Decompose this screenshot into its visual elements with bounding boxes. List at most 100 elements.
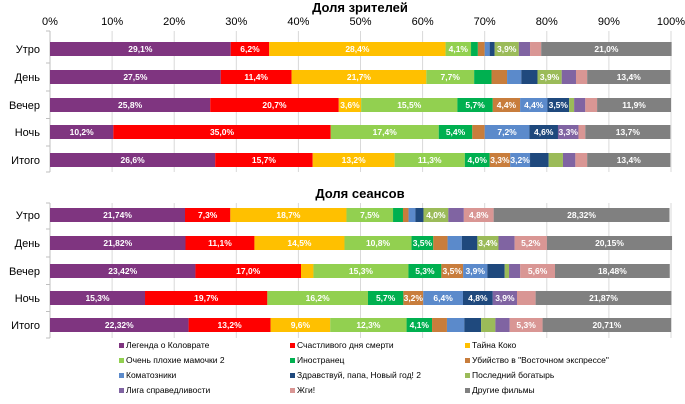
bar-segment: [518, 42, 531, 56]
category-label: Итого: [11, 155, 40, 167]
x-tick-label: 50%: [349, 16, 371, 28]
x-tick-label: 70%: [474, 16, 496, 28]
bar-segment: [462, 291, 493, 305]
bar-segment: [492, 291, 517, 305]
bar-segment: [491, 70, 508, 84]
data-label: 6,2%: [240, 44, 260, 54]
bar-segment: [471, 42, 478, 56]
data-label: 21,82%: [103, 238, 132, 248]
bar-segment: [448, 208, 464, 222]
data-label: 13,2%: [342, 155, 367, 165]
bar-segment: [509, 318, 543, 332]
bar-segment: [516, 291, 536, 305]
data-label: 7,2%: [497, 127, 517, 137]
legend-label: Жги!: [297, 385, 315, 395]
bar-segment: [464, 318, 482, 332]
bar-segment: [463, 264, 488, 278]
category-label: День: [15, 238, 41, 250]
bar-segment: [554, 264, 670, 278]
data-label: 10,2%: [70, 127, 95, 137]
data-label: 21,0%: [594, 44, 619, 54]
x-tick-label: 10%: [101, 16, 123, 28]
data-label: 4,8%: [468, 293, 488, 303]
bar-segment: [509, 264, 521, 278]
bar-segment: [498, 236, 515, 250]
bar-segment: [521, 70, 538, 84]
bar-segment: [185, 236, 255, 250]
data-label: 3,5%: [549, 100, 569, 110]
x-tick-label: 60%: [412, 16, 434, 28]
data-label: 3,3%: [490, 155, 510, 165]
bar-segment: [585, 125, 671, 139]
bar-segment: [254, 236, 345, 250]
bar-segment: [50, 70, 221, 84]
data-label: 15,3%: [349, 266, 374, 276]
data-label: 22,32%: [105, 320, 134, 330]
data-label: 15,5%: [397, 100, 422, 110]
bar-segment: [535, 291, 672, 305]
bar-segment: [546, 236, 673, 250]
legend-label: Другие фильмы: [472, 385, 535, 395]
category-label: Ночь: [15, 293, 41, 305]
data-label: 11,3%: [418, 155, 442, 165]
bar-segment: [50, 208, 186, 222]
bar-segment: [484, 42, 490, 56]
bar-segment: [185, 208, 231, 222]
x-tick-label: 30%: [225, 16, 247, 28]
bar-segment: [361, 98, 458, 112]
bar-segment: [561, 70, 576, 84]
data-label: 3,4%: [478, 238, 498, 248]
data-label: 28,32%: [567, 210, 596, 220]
data-label: 13,2%: [218, 320, 243, 330]
bar-segment: [267, 291, 368, 305]
bar-segment: [569, 98, 575, 112]
bar-segment: [507, 70, 522, 84]
data-label: 5,4%: [446, 127, 466, 137]
data-label: 5,7%: [376, 293, 396, 303]
bar-segment: [50, 125, 114, 139]
bar-segment: [402, 208, 409, 222]
category-label: Итого: [11, 320, 40, 332]
bar-segment: [411, 236, 434, 250]
bar-segment: [477, 42, 485, 56]
data-label: 5,7%: [465, 100, 485, 110]
legend-label: Убийство в "Восточном экспрессе": [472, 355, 609, 365]
legend-swatch: [119, 373, 124, 378]
bar-segment: [547, 98, 570, 112]
chart-sessions: Утро 21,74% 7,3% 18,7% 7,5% 4,0% 4,8% 28,32% Ден…: [9, 202, 673, 339]
data-label: 11,9%: [622, 100, 646, 110]
bar-segment: [188, 318, 271, 332]
bar-segment: [50, 153, 216, 167]
bar-segment: [441, 264, 464, 278]
legend-swatch: [119, 358, 124, 363]
bar-segment: [530, 153, 549, 167]
bar-segment: [394, 153, 465, 167]
x-tick-label: 20%: [163, 16, 185, 28]
data-label: 3,6%: [340, 100, 360, 110]
bar-segment: [408, 264, 442, 278]
x-axis-ticks: 0% 10% 20% 30% 40% 50% 60% 70% 80% 90% 100%: [42, 16, 685, 28]
x-tick-label: 40%: [287, 16, 309, 28]
bar-segment: [50, 236, 186, 250]
data-label: 13,4%: [617, 72, 642, 82]
bar-segment: [495, 318, 510, 332]
bar-segment: [537, 70, 562, 84]
data-label: 7,7%: [441, 72, 461, 82]
data-label: 4,1%: [410, 320, 430, 330]
bar-segment: [474, 70, 492, 84]
data-label: 20,71%: [592, 320, 621, 330]
bar-segment: [113, 125, 331, 139]
legend-swatch: [290, 343, 295, 348]
data-label: 3,9%: [466, 266, 486, 276]
bar-segment: [406, 318, 433, 332]
data-label: 3,9%: [495, 293, 515, 303]
bar-segment: [562, 153, 576, 167]
chart-title-viewers: Доля зрителей: [312, 0, 408, 15]
data-label: 4,4%: [524, 100, 544, 110]
bar-segment: [481, 318, 496, 332]
legend-label: Счастливого дня смерти: [297, 340, 394, 350]
data-label: 9,6%: [291, 320, 311, 330]
legend-label: Очень плохие мамочки 2: [126, 355, 225, 365]
bar-segment: [446, 318, 465, 332]
